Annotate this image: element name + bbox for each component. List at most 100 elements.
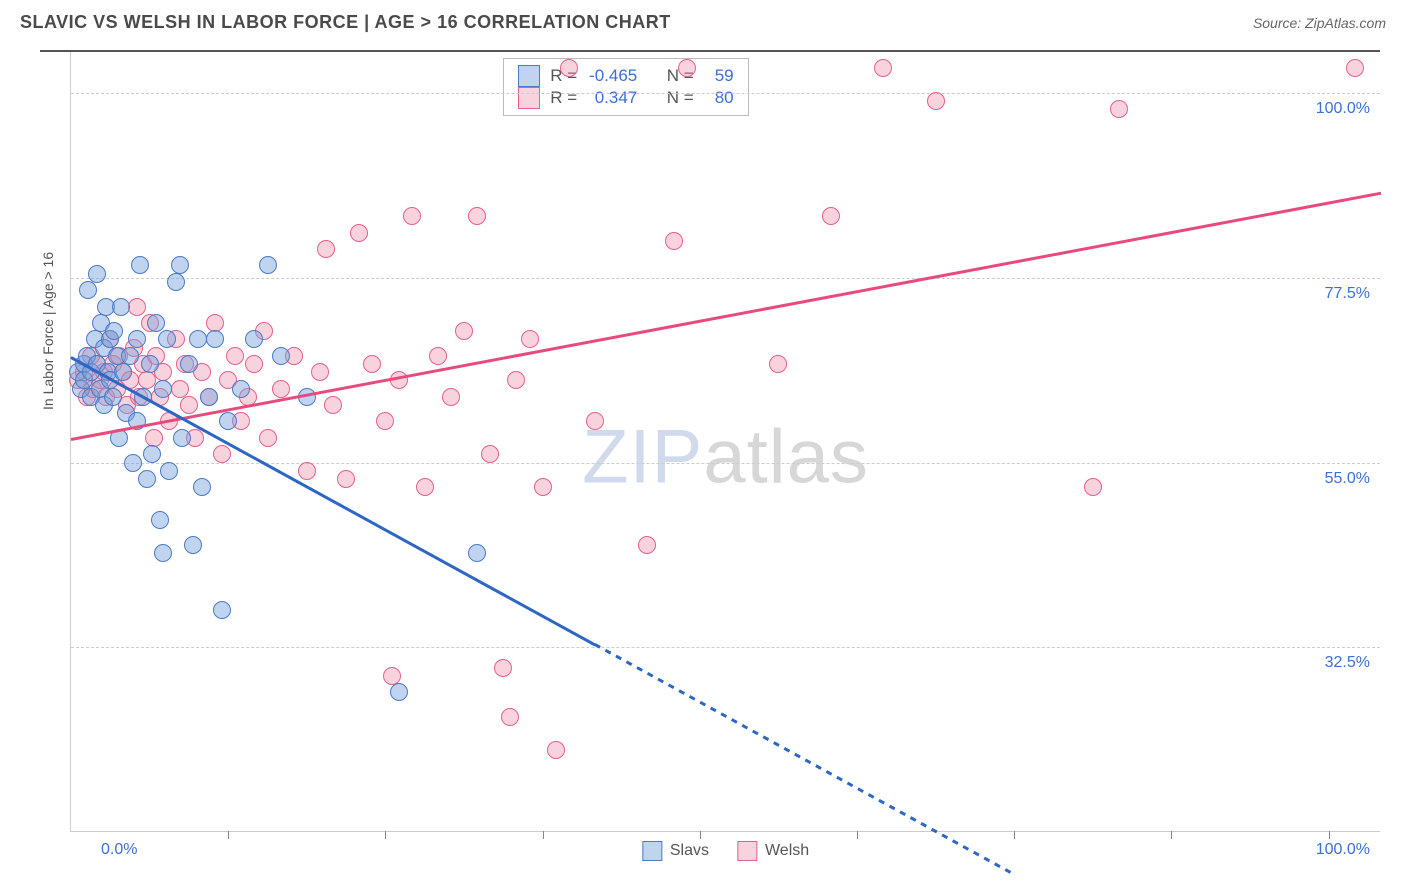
scatter-point-welsh [442,388,460,406]
scatter-point-slavs [112,298,130,316]
x-tick [1171,831,1172,839]
watermark-suffix: atlas [703,415,869,500]
y-tick-label: 100.0% [1316,100,1370,118]
scatter-point-slavs [219,412,237,430]
x-tick [1329,831,1330,839]
scatter-point-slavs [213,601,231,619]
gridline [71,278,1380,279]
scatter-point-welsh [534,478,552,496]
scatter-point-welsh [363,355,381,373]
scatter-point-welsh [324,396,342,414]
y-tick-label: 32.5% [1325,654,1370,672]
scatter-point-welsh [468,207,486,225]
x-tick [700,831,701,839]
scatter-point-welsh [560,59,578,77]
n-label: N = [667,88,694,108]
scatter-point-welsh [521,330,539,348]
scatter-point-welsh [213,445,231,463]
chart-source: Source: ZipAtlas.com [1253,15,1386,31]
scatter-point-welsh [245,355,263,373]
scatter-point-welsh [180,396,198,414]
scatter-point-slavs [114,363,132,381]
chart-header: SLAVIC VS WELSH IN LABOR FORCE | AGE > 1… [0,0,1406,41]
scatter-point-welsh [665,232,683,250]
scatter-point-slavs [184,536,202,554]
watermark: ZIPatlas [582,414,869,501]
scatter-point-welsh [1084,478,1102,496]
n-value-welsh: 80 [704,88,734,108]
scatter-point-welsh [455,322,473,340]
scatter-point-slavs [206,330,224,348]
scatter-point-slavs [147,314,165,332]
x-tick [385,831,386,839]
x-tick [1014,831,1015,839]
scatter-point-welsh [638,536,656,554]
gridline [71,93,1380,94]
chart-title: SLAVIC VS WELSH IN LABOR FORCE | AGE > 1… [20,12,671,33]
x-tick [857,831,858,839]
y-axis-label: In Labor Force | Age > 16 [40,252,56,410]
scatter-point-slavs [121,347,139,365]
scatter-point-slavs [104,388,122,406]
scatter-point-slavs [189,330,207,348]
scatter-point-welsh [494,659,512,677]
scatter-point-welsh [429,347,447,365]
scatter-point-slavs [131,256,149,274]
scatter-point-welsh [206,314,224,332]
scatter-point-welsh [403,207,421,225]
scatter-point-slavs [390,683,408,701]
scatter-point-slavs [154,544,172,562]
gridline [71,647,1380,648]
scatter-point-welsh [272,380,290,398]
scatter-point-slavs [171,256,189,274]
scatter-point-slavs [79,281,97,299]
scatter-point-slavs [141,355,159,373]
scatter-point-slavs [124,454,142,472]
scatter-point-slavs [160,462,178,480]
scatter-point-welsh [416,478,434,496]
scatter-point-welsh [350,224,368,242]
scatter-point-welsh [298,462,316,480]
legend-item-slavs: Slavs [642,841,709,861]
scatter-plot: ZIPatlas 0.0% 100.0% Slavs Welsh R = -0.… [70,52,1380,832]
y-tick-label: 55.0% [1325,470,1370,488]
scatter-point-welsh [501,708,519,726]
scatter-point-welsh [481,445,499,463]
scatter-point-welsh [128,298,146,316]
scatter-point-slavs [128,330,146,348]
scatter-point-welsh [337,470,355,488]
x-tick [228,831,229,839]
x-max-label: 100.0% [1316,841,1370,859]
scatter-point-welsh [874,59,892,77]
scatter-point-slavs [154,380,172,398]
r-label: R = [550,88,577,108]
x-min-label: 0.0% [101,841,137,859]
scatter-point-welsh [259,429,277,447]
scatter-point-welsh [1110,100,1128,118]
scatter-point-slavs [232,380,250,398]
r-value-slavs: -0.465 [587,66,637,86]
legend-swatch-slavs [642,841,662,861]
r-value-welsh: 0.347 [587,88,637,108]
scatter-point-slavs [105,322,123,340]
legend-swatch-icon [518,65,540,87]
scatter-point-welsh [1346,59,1364,77]
scatter-point-welsh [317,240,335,258]
y-tick-label: 77.5% [1325,285,1370,303]
scatter-point-slavs [272,347,290,365]
scatter-point-welsh [927,92,945,110]
scatter-point-slavs [200,388,218,406]
correlation-row-slavs: R = -0.465 N = 59 [518,65,733,87]
legend-label-slavs: Slavs [670,842,709,860]
legend-swatch-welsh [737,841,757,861]
n-value-slavs: 59 [704,66,734,86]
scatter-point-slavs [259,256,277,274]
scatter-point-welsh [311,363,329,381]
scatter-point-slavs [245,330,263,348]
scatter-point-slavs [143,445,161,463]
scatter-point-slavs [167,273,185,291]
scatter-point-welsh [226,347,244,365]
scatter-point-slavs [193,478,211,496]
scatter-point-slavs [138,470,156,488]
scatter-point-welsh [507,371,525,389]
